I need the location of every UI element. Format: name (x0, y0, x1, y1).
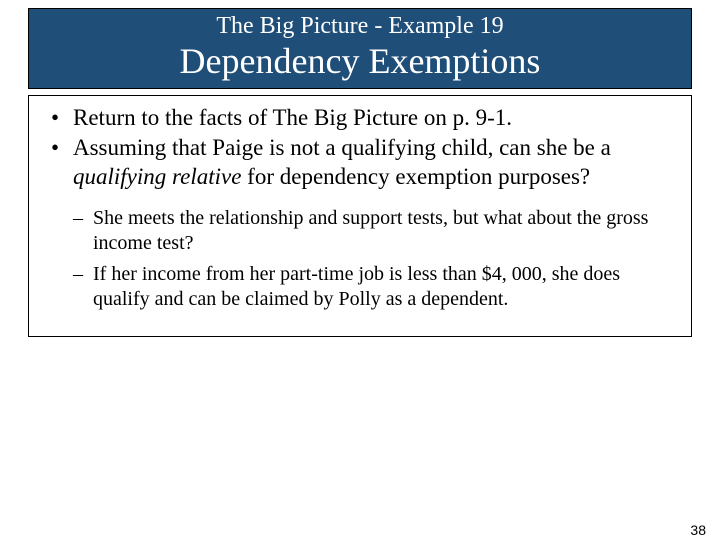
bullet-text: Return to the facts of The Big Picture o… (73, 105, 512, 130)
bullet-list: Return to the facts of The Big Picture o… (45, 104, 675, 192)
header-title: Dependency Exemptions (29, 42, 691, 82)
sub-bullet-item: She meets the relationship and support t… (45, 206, 675, 256)
sub-bullet-text: She meets the relationship and support t… (93, 207, 648, 254)
sub-bullet-text: If her income from her part-time job is … (93, 263, 620, 310)
bullet-text-prefix: Assuming that Paige is not a qualifying … (73, 135, 611, 160)
sub-bullet-item: If her income from her part-time job is … (45, 262, 675, 312)
page-number: 38 (690, 522, 706, 538)
title-header: The Big Picture - Example 19 Dependency … (28, 8, 692, 89)
bullet-item: Assuming that Paige is not a qualifying … (45, 134, 675, 192)
bullet-text-italic: qualifying relative (73, 164, 241, 189)
bullet-item: Return to the facts of The Big Picture o… (45, 104, 675, 133)
content-box: Return to the facts of The Big Picture o… (28, 95, 692, 337)
sub-bullet-list: She meets the relationship and support t… (45, 206, 675, 312)
bullet-text-suffix: for dependency exemption purposes? (241, 164, 590, 189)
header-subtitle: The Big Picture - Example 19 (29, 13, 691, 40)
